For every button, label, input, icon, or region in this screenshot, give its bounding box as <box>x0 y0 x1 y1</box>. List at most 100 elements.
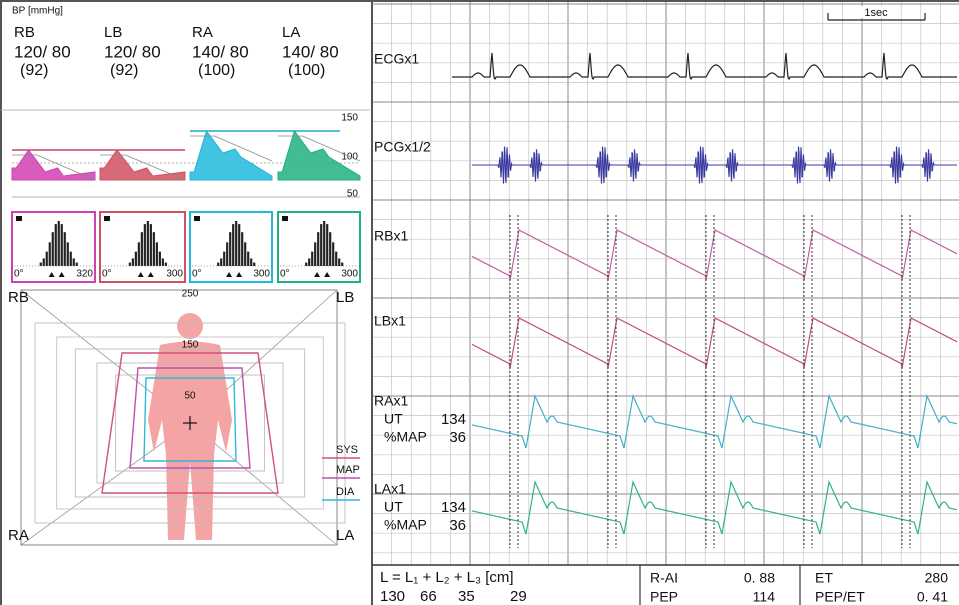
histogram-marker <box>16 216 22 221</box>
channel-label: LBx1 <box>374 313 406 329</box>
histogram-bar <box>137 242 140 266</box>
pep-et-value: 0. 41 <box>917 589 948 605</box>
histogram-arrow <box>137 272 144 277</box>
r-ai-value: 0. 88 <box>744 570 775 586</box>
histogram-marker <box>194 216 200 221</box>
histogram-end: 300 <box>253 269 270 280</box>
ut-label: UT <box>384 499 403 515</box>
pep-et-label: PEP/ET <box>815 589 865 605</box>
limb-mean: (100) <box>198 62 235 79</box>
histogram-bar <box>329 232 332 266</box>
radar-dia <box>143 377 237 462</box>
length-value: 66 <box>420 588 437 605</box>
label-bg <box>858 6 894 18</box>
histogram-arrow <box>324 272 331 277</box>
radar-ring-label: 150 <box>182 340 199 351</box>
histogram-bar <box>149 224 152 266</box>
histogram-arrow <box>147 272 154 277</box>
histogram-bar <box>235 221 238 266</box>
radar-ring <box>96 362 284 484</box>
histogram-bar <box>39 262 42 266</box>
histogram-bar <box>155 242 158 266</box>
histogram-bar <box>317 232 320 266</box>
histogram-bar <box>241 232 244 266</box>
histogram-bar <box>217 262 220 266</box>
ut-label: UT <box>384 411 403 427</box>
channel-label: ECGx1 <box>374 51 419 67</box>
histogram-bar <box>332 242 335 266</box>
corner-label: RB <box>8 289 29 306</box>
radar-ring <box>74 348 306 498</box>
pep-label: PEP <box>650 589 678 605</box>
pulse-shape <box>189 129 273 181</box>
histogram-bar <box>57 221 60 266</box>
legend-label: MAP <box>336 464 360 476</box>
histogram-bar <box>140 232 143 266</box>
histogram-bar <box>45 251 48 266</box>
radar-ring <box>115 374 265 472</box>
radar-sys <box>101 352 279 494</box>
r-ai-label: R-AI <box>650 570 678 586</box>
histogram-bar <box>247 251 250 266</box>
histogram-bar <box>152 232 155 266</box>
pep-value: 114 <box>753 589 776 605</box>
histogram-bar <box>128 262 131 266</box>
map-label: %MAP <box>384 517 427 533</box>
length-value: 130 <box>380 588 405 605</box>
pulse-outline <box>12 154 96 181</box>
scale-label: 50 <box>347 189 359 200</box>
histogram-bar <box>220 258 223 266</box>
histogram-bar <box>341 262 344 266</box>
histogram-bar <box>305 262 308 266</box>
histogram-bar <box>75 262 78 266</box>
length-value: 29 <box>510 588 527 605</box>
histogram-start: 0° <box>14 269 24 280</box>
limb-name: RA <box>192 24 213 41</box>
histogram-bar <box>229 232 232 266</box>
radar-map <box>129 367 251 469</box>
histogram-bar <box>131 258 134 266</box>
map-label: %MAP <box>384 429 427 445</box>
time-scale-label: 1sec <box>864 7 888 19</box>
radar-ring-label: 50 <box>184 391 196 402</box>
corner-label: RA <box>8 527 29 544</box>
histogram-bar <box>63 232 66 266</box>
histogram-bar <box>323 221 326 266</box>
pulse-shape <box>11 149 96 181</box>
map-value: 36 <box>449 517 466 534</box>
et-value: 280 <box>925 570 949 586</box>
limb-name: LB <box>104 24 122 41</box>
histogram-bar <box>134 251 137 266</box>
map-value: 36 <box>449 429 466 446</box>
histogram-bar <box>320 224 323 266</box>
corner-label: LA <box>336 527 354 544</box>
histogram-marker <box>282 216 288 221</box>
histogram-start: 0° <box>280 269 290 280</box>
histogram-bar <box>232 224 235 266</box>
radar-spoke <box>20 422 191 546</box>
histogram-marker <box>104 216 110 221</box>
limb-pressure: 140/ 80 <box>282 42 339 61</box>
histogram-bar <box>51 232 54 266</box>
la-trace <box>471 479 958 535</box>
histogram-start: 0° <box>192 269 202 280</box>
body-torso <box>148 341 232 540</box>
legend-label: DIA <box>336 486 355 498</box>
limb-mean: (100) <box>288 62 325 79</box>
histogram-bar <box>146 221 149 266</box>
histogram-start: 0° <box>102 269 112 280</box>
histogram-bar <box>48 242 51 266</box>
radar-ring <box>34 322 346 524</box>
histogram-bar <box>308 258 311 266</box>
histogram-bar <box>54 224 57 266</box>
limb-mean: (92) <box>110 62 138 79</box>
histogram-arrow <box>236 272 243 277</box>
footer-bg <box>373 565 959 605</box>
histogram-bar <box>69 251 72 266</box>
histogram-bar <box>238 224 241 266</box>
histogram-bar <box>338 258 341 266</box>
legend-label: SYS <box>336 444 358 456</box>
histogram-bar <box>311 251 314 266</box>
channel-label: RBx1 <box>374 228 408 244</box>
